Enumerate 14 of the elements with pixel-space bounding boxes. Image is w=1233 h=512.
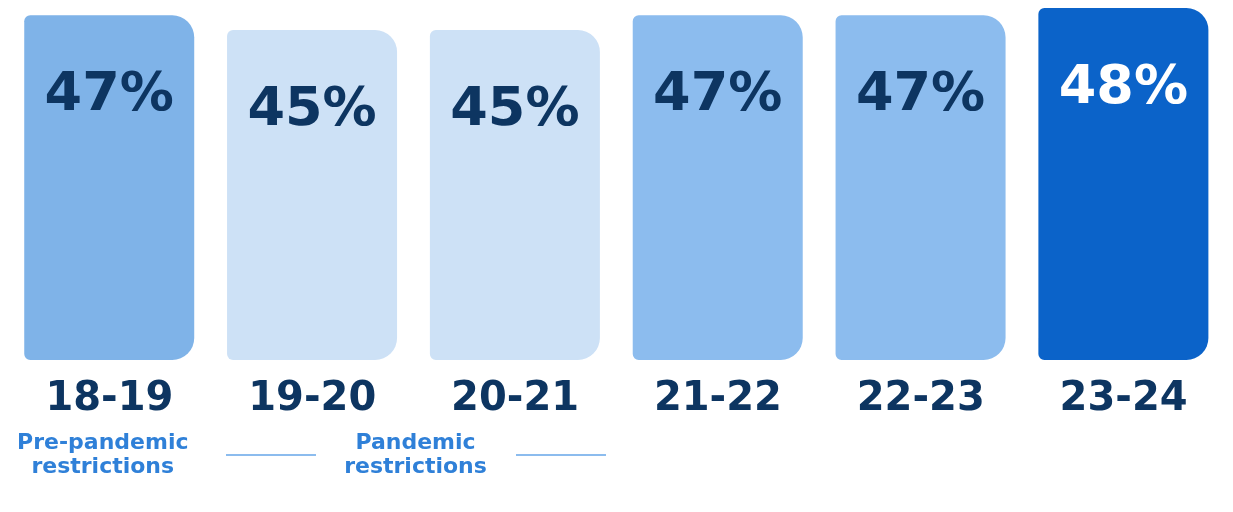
x-tick-label: 21-22	[653, 373, 782, 420]
data-label: 48%	[1058, 53, 1189, 116]
data-label: 45%	[450, 75, 580, 138]
x-tick-label: 18-19	[45, 373, 174, 420]
x-tick-label: 19-20	[248, 373, 377, 420]
text: Pandemic restrictions	[343, 429, 488, 478]
text: Pre-pandemic restrictions	[16, 429, 190, 478]
data-label: 47%	[855, 60, 986, 124]
data-label: 47%	[44, 60, 174, 124]
x-tick-label: 23-24	[1059, 373, 1188, 420]
x-tick-label: 22-23	[856, 373, 985, 420]
x-tick-label: 20-21	[451, 373, 580, 420]
data-label: 45%	[247, 75, 377, 138]
data-label: 47%	[653, 60, 783, 124]
